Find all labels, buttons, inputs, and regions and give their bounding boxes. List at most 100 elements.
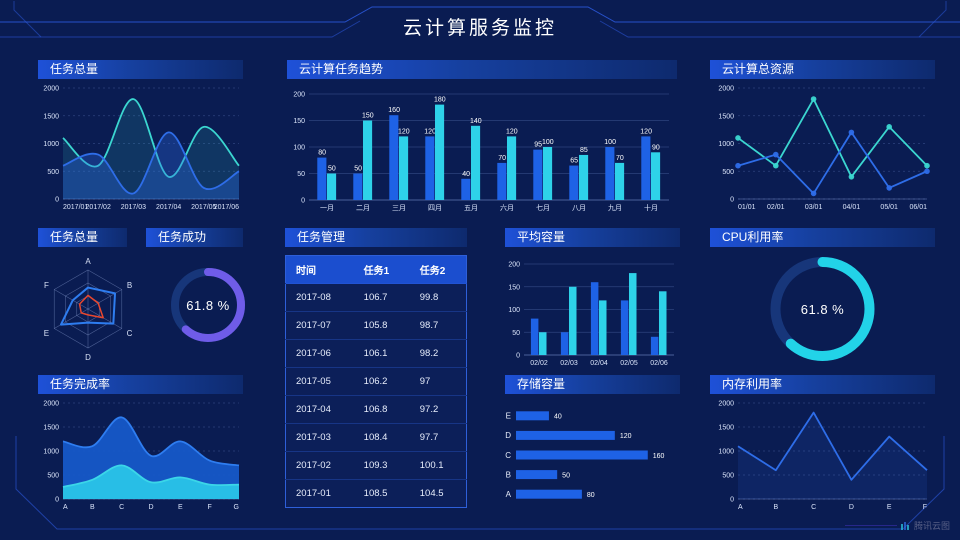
svg-text:0: 0 bbox=[55, 497, 59, 504]
svg-text:500: 500 bbox=[722, 473, 734, 480]
svg-text:1000: 1000 bbox=[43, 449, 59, 456]
svg-text:B: B bbox=[127, 281, 132, 290]
memory-line-chart[interactable]: 0 500 1000 1500 2000 A B C D E F bbox=[710, 395, 935, 513]
panel-header-total-resources: 云计算总资源 bbox=[710, 60, 935, 79]
table-cell: 104.5 bbox=[409, 479, 467, 508]
table-cell: 2017-03 bbox=[285, 423, 354, 452]
table-cell: 2017-07 bbox=[285, 311, 354, 340]
table-cell: 2017-05 bbox=[285, 367, 354, 396]
table-cell: 100.1 bbox=[409, 451, 467, 480]
cpu-usage-value: 61.8 % bbox=[800, 301, 845, 317]
table-cell: 106.2 bbox=[353, 367, 410, 396]
task-success-donut-chart[interactable]: 61.8 % bbox=[163, 254, 253, 356]
svg-text:二月: 二月 bbox=[356, 204, 370, 212]
svg-text:0: 0 bbox=[730, 197, 734, 204]
panel-header-task-trend: 云计算任务趋势 bbox=[287, 60, 677, 79]
svg-text:1500: 1500 bbox=[718, 425, 734, 432]
svg-text:C: C bbox=[119, 504, 124, 511]
table-cell: 108.5 bbox=[353, 479, 410, 508]
page-title: 云计算服务监控 bbox=[402, 18, 557, 39]
svg-text:C: C bbox=[811, 504, 816, 511]
panel-header-task-table: 任务管理 bbox=[285, 228, 467, 247]
avg-capacity-bar-chart[interactable]: 0 50 100 150 200 02/02 02/03 02/04 02/05 02/06 bbox=[500, 250, 680, 368]
svg-text:2017/03: 2017/03 bbox=[121, 204, 146, 211]
svg-text:四月: 四月 bbox=[428, 204, 442, 212]
svg-text:02/06: 02/06 bbox=[650, 360, 668, 367]
svg-text:B: B bbox=[773, 504, 778, 511]
table-header-cell: 时间 bbox=[285, 255, 354, 284]
svg-text:F: F bbox=[44, 281, 49, 290]
task-completion-area-chart[interactable]: 0 500 1000 1500 2000 A B C D E F G bbox=[35, 395, 247, 513]
task-success-value: 61.8 % bbox=[186, 297, 230, 313]
table-row: 2017-04 106.8 97.2 bbox=[285, 395, 467, 424]
svg-text:03/01: 03/01 bbox=[805, 204, 823, 211]
svg-text:02/01: 02/01 bbox=[767, 204, 785, 211]
table-cell: 109.3 bbox=[353, 451, 410, 480]
svg-text:2017/06: 2017/06 bbox=[214, 204, 239, 211]
svg-text:70: 70 bbox=[498, 155, 506, 162]
svg-text:500: 500 bbox=[47, 169, 59, 176]
task-management-table: 时间 任务1 任务2 2017-08 106.7 99.8 2017-07 105.8 98.7… bbox=[285, 255, 467, 508]
table-cell: 97.7 bbox=[409, 423, 467, 452]
svg-text:七月: 七月 bbox=[536, 203, 550, 212]
table-header-cell: 任务1 bbox=[353, 255, 410, 284]
table-cell: 2017-02 bbox=[285, 451, 354, 480]
svg-text:80: 80 bbox=[318, 150, 326, 157]
svg-text:D: D bbox=[148, 504, 153, 511]
table-cell: 106.1 bbox=[353, 339, 410, 368]
svg-text:0: 0 bbox=[55, 197, 59, 204]
svg-text:06/01: 06/01 bbox=[909, 204, 927, 211]
watermark-label: 腾讯云图 bbox=[913, 521, 950, 531]
panel-header-task-total-radar: 任务总量 bbox=[38, 228, 127, 247]
svg-text:120: 120 bbox=[506, 128, 518, 135]
svg-text:02/03: 02/03 bbox=[560, 360, 578, 367]
svg-text:D: D bbox=[505, 431, 511, 440]
svg-text:A: A bbox=[506, 490, 512, 499]
cpu-usage-donut-chart[interactable]: 61.8 % bbox=[710, 250, 935, 368]
svg-text:2000: 2000 bbox=[43, 401, 59, 408]
svg-text:160: 160 bbox=[388, 107, 400, 114]
panel-header-memory: 内存利用率 bbox=[710, 375, 935, 394]
svg-text:2000: 2000 bbox=[718, 401, 734, 408]
table-cell: 97.2 bbox=[409, 395, 467, 424]
svg-text:六月: 六月 bbox=[500, 203, 514, 212]
svg-text:五月: 五月 bbox=[464, 204, 478, 212]
svg-text:150: 150 bbox=[508, 284, 520, 291]
svg-text:65: 65 bbox=[570, 158, 578, 165]
svg-text:E: E bbox=[178, 504, 183, 511]
watermark-line bbox=[844, 525, 897, 526]
total-resources-line-chart[interactable]: 0 500 1000 1500 2000 01/01 02/01 03/01 04/01 05/0… bbox=[710, 80, 935, 213]
svg-text:1500: 1500 bbox=[43, 113, 59, 120]
svg-text:2017/05: 2017/05 bbox=[191, 204, 216, 211]
svg-text:八月: 八月 bbox=[572, 204, 586, 212]
watermark: 腾讯云图 bbox=[844, 519, 950, 532]
svg-text:120: 120 bbox=[640, 128, 652, 135]
svg-text:E: E bbox=[887, 504, 892, 511]
svg-text:100: 100 bbox=[508, 307, 520, 314]
task-trend-bar-chart[interactable]: 0 50 100 150 200 一月 二月 三月 四月 五月 六月 七月 八月 九月 十月 80 50 160 1… bbox=[285, 80, 675, 213]
table-cell: 98.7 bbox=[409, 311, 467, 340]
svg-text:C: C bbox=[127, 329, 133, 338]
task-total-radar-chart[interactable]: A B C D E F bbox=[33, 250, 143, 364]
svg-text:2017/01: 2017/01 bbox=[63, 204, 88, 211]
panel-header-cpu-usage: CPU利用率 bbox=[710, 228, 935, 247]
table-cell: 106.7 bbox=[353, 283, 410, 312]
table-cell: 2017-06 bbox=[285, 339, 354, 368]
table-cell: 2017-08 bbox=[285, 283, 354, 312]
svg-text:04/01: 04/01 bbox=[843, 204, 861, 211]
table-cell: 2017-04 bbox=[285, 395, 354, 424]
storage-hbar-chart[interactable]: E 40 D 120 C 160 B 50 A 80 bbox=[500, 396, 682, 510]
svg-text:02/05: 02/05 bbox=[620, 360, 638, 367]
svg-text:A: A bbox=[63, 504, 68, 511]
svg-text:0: 0 bbox=[730, 497, 734, 504]
svg-text:50: 50 bbox=[354, 166, 362, 173]
task-total-area-chart[interactable]: 0 500 1000 1500 2000 2017/01 2017/02 2017/03 201… bbox=[35, 80, 247, 213]
svg-text:G: G bbox=[234, 504, 239, 511]
svg-text:E: E bbox=[44, 329, 49, 338]
svg-text:02/02: 02/02 bbox=[530, 360, 548, 367]
panel-header-task-success: 任务成功 bbox=[146, 228, 243, 247]
svg-text:120: 120 bbox=[398, 128, 410, 135]
svg-text:160: 160 bbox=[653, 453, 665, 460]
svg-text:B: B bbox=[506, 470, 511, 479]
svg-text:50: 50 bbox=[297, 171, 305, 178]
